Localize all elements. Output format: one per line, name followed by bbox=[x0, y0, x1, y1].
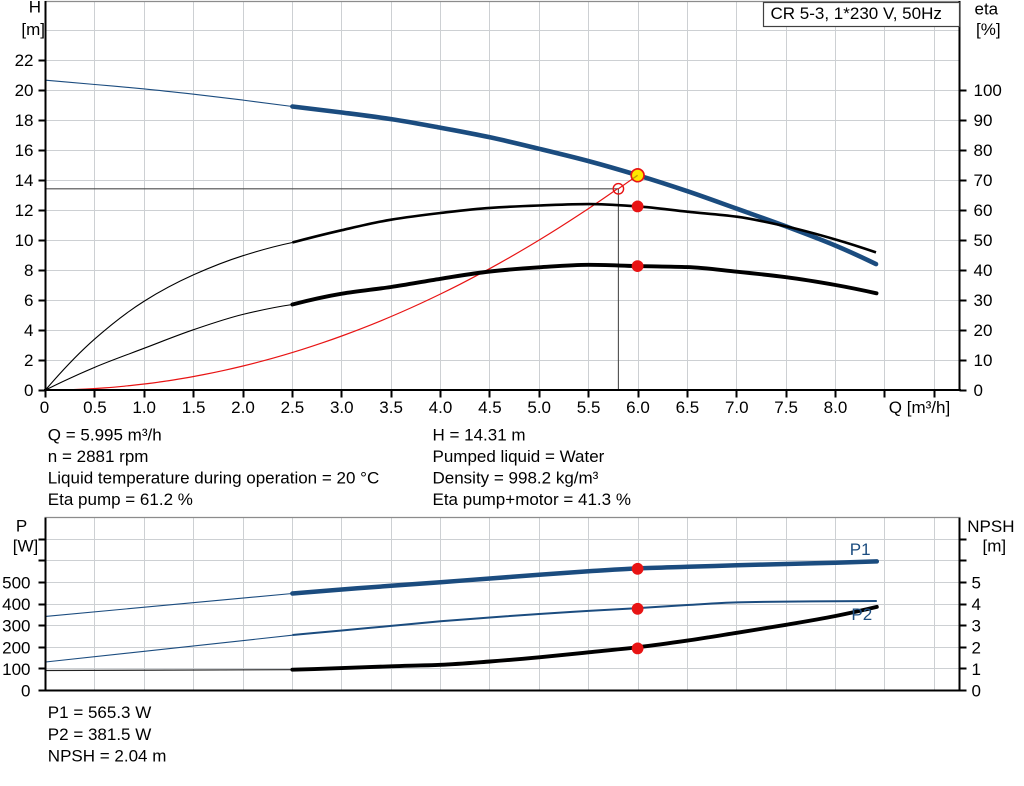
svg-text:10: 10 bbox=[15, 231, 34, 250]
svg-text:60: 60 bbox=[974, 201, 993, 220]
svg-text:n = 2881 rpm: n = 2881 rpm bbox=[48, 447, 149, 466]
svg-text:0.5: 0.5 bbox=[83, 398, 107, 417]
svg-text:40: 40 bbox=[974, 261, 993, 280]
svg-text:5: 5 bbox=[972, 574, 981, 593]
svg-text:8: 8 bbox=[24, 261, 33, 280]
svg-text:4.5: 4.5 bbox=[478, 398, 502, 417]
svg-text:7.5: 7.5 bbox=[774, 398, 798, 417]
svg-text:90: 90 bbox=[974, 111, 993, 130]
svg-text:Eta pump = 61.2 %: Eta pump = 61.2 % bbox=[48, 490, 193, 509]
svg-text:0: 0 bbox=[974, 381, 983, 400]
svg-text:P2 = 381.5 W: P2 = 381.5 W bbox=[48, 725, 151, 744]
svg-text:[%]: [%] bbox=[976, 20, 1001, 39]
svg-text:12: 12 bbox=[15, 201, 34, 220]
svg-text:P1: P1 bbox=[850, 540, 871, 559]
svg-text:3.0: 3.0 bbox=[330, 398, 354, 417]
svg-text:2.0: 2.0 bbox=[231, 398, 255, 417]
svg-text:16: 16 bbox=[15, 141, 34, 160]
svg-text:18: 18 bbox=[15, 111, 34, 130]
svg-text:NPSH = 2.04 m: NPSH = 2.04 m bbox=[48, 747, 167, 766]
svg-text:70: 70 bbox=[974, 171, 993, 190]
svg-text:20: 20 bbox=[974, 321, 993, 340]
svg-text:10: 10 bbox=[974, 351, 993, 370]
svg-text:0: 0 bbox=[21, 682, 30, 701]
svg-text:3.5: 3.5 bbox=[379, 398, 403, 417]
svg-text:3: 3 bbox=[972, 617, 981, 636]
svg-text:100: 100 bbox=[974, 81, 1002, 100]
svg-text:22: 22 bbox=[15, 51, 34, 70]
svg-text:6.5: 6.5 bbox=[676, 398, 700, 417]
svg-text:50: 50 bbox=[974, 231, 993, 250]
svg-text:400: 400 bbox=[2, 595, 30, 614]
svg-text:6: 6 bbox=[24, 291, 33, 310]
svg-text:30: 30 bbox=[974, 291, 993, 310]
svg-text:300: 300 bbox=[2, 617, 30, 636]
svg-text:H: H bbox=[29, 0, 41, 17]
svg-text:[m]: [m] bbox=[982, 537, 1006, 556]
svg-text:6.0: 6.0 bbox=[626, 398, 650, 417]
svg-text:2.5: 2.5 bbox=[281, 398, 305, 417]
svg-text:8.0: 8.0 bbox=[824, 398, 848, 417]
svg-text:0: 0 bbox=[24, 381, 33, 400]
svg-text:0: 0 bbox=[40, 398, 49, 417]
svg-text:2: 2 bbox=[972, 638, 981, 657]
svg-text:P2: P2 bbox=[851, 605, 872, 624]
svg-text:[m]: [m] bbox=[21, 20, 45, 39]
svg-text:eta: eta bbox=[975, 0, 999, 19]
svg-text:1: 1 bbox=[972, 660, 981, 679]
svg-text:Pumped liquid = Water: Pumped liquid = Water bbox=[433, 447, 605, 466]
svg-text:NPSH: NPSH bbox=[967, 517, 1014, 536]
svg-text:4.0: 4.0 bbox=[429, 398, 453, 417]
svg-text:CR 5-3, 1*230 V, 50Hz: CR 5-3, 1*230 V, 50Hz bbox=[771, 4, 942, 23]
svg-text:Density = 998.2 kg/m³: Density = 998.2 kg/m³ bbox=[433, 468, 599, 487]
svg-text:Q [m³/h]: Q [m³/h] bbox=[889, 398, 950, 417]
svg-text:80: 80 bbox=[974, 141, 993, 160]
svg-text:5.5: 5.5 bbox=[577, 398, 601, 417]
svg-text:P1 = 565.3 W: P1 = 565.3 W bbox=[48, 703, 151, 722]
svg-text:20: 20 bbox=[15, 81, 34, 100]
svg-text:1.0: 1.0 bbox=[132, 398, 156, 417]
svg-text:4: 4 bbox=[24, 321, 33, 340]
svg-text:5.0: 5.0 bbox=[527, 398, 551, 417]
svg-text:Liquid temperature during oper: Liquid temperature during operation = 20… bbox=[48, 468, 379, 487]
svg-text:Q = 5.995 m³/h: Q = 5.995 m³/h bbox=[48, 426, 162, 445]
svg-text:2: 2 bbox=[24, 351, 33, 370]
svg-text:4: 4 bbox=[972, 595, 981, 614]
svg-text:100: 100 bbox=[2, 660, 30, 679]
svg-text:1.5: 1.5 bbox=[182, 398, 206, 417]
svg-text:Eta pump+motor = 41.3 %: Eta pump+motor = 41.3 % bbox=[433, 490, 631, 509]
svg-text:500: 500 bbox=[2, 574, 30, 593]
svg-text:0: 0 bbox=[972, 682, 981, 701]
svg-text:7.0: 7.0 bbox=[725, 398, 749, 417]
svg-text:H = 14.31 m: H = 14.31 m bbox=[433, 426, 526, 445]
svg-text:[W]: [W] bbox=[13, 537, 39, 556]
svg-text:14: 14 bbox=[15, 171, 34, 190]
svg-text:P: P bbox=[16, 517, 27, 536]
svg-text:200: 200 bbox=[2, 638, 30, 657]
